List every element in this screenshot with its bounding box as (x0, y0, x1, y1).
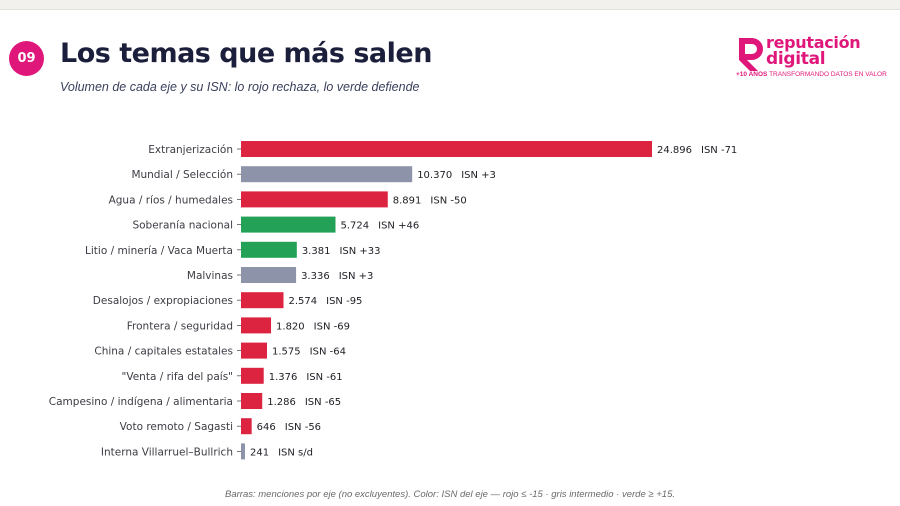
bar (241, 141, 652, 157)
bar (241, 292, 284, 309)
page-subtitle: Volumen de cada eje y su ISN: lo rojo re… (60, 80, 420, 94)
category-label: Voto remoto / Sagasti (120, 421, 233, 433)
category-label: "Venta / rifa del país" (122, 371, 233, 383)
value-label: 24.896 (657, 145, 692, 156)
isn-label: ISN -50 (430, 195, 466, 206)
isn-label: ISN -71 (701, 145, 737, 156)
category-label: Interna Villarruel–Bullrich (101, 446, 233, 458)
chart-footnote: Barras: menciones por eje (no excluyente… (225, 489, 675, 500)
isn-label: ISN -64 (310, 347, 346, 358)
category-label: China / capitales estatales (94, 346, 233, 358)
isn-label: ISN +33 (339, 246, 380, 257)
value-label: 646 (257, 422, 276, 433)
category-label: Malvinas (187, 270, 233, 282)
category-label: Mundial / Selección (131, 169, 233, 181)
section-number-badge: 09 (9, 41, 44, 76)
category-label: Extranjerización (148, 144, 233, 156)
category-label: Campesino / indígena / alimentaria (49, 396, 233, 408)
page-title: Los temas que más salen (60, 38, 432, 69)
value-label: 1.820 (276, 321, 305, 332)
isn-label: ISN +3 (461, 170, 496, 181)
isn-label: ISN -69 (314, 321, 350, 332)
bar (241, 241, 297, 258)
bar (241, 166, 413, 183)
category-label: Desalojos / expropiaciones (93, 295, 233, 307)
bar (241, 216, 336, 233)
value-label: 8.891 (393, 195, 422, 206)
category-label: Soberanía nacional (132, 220, 233, 232)
value-label: 1.286 (267, 397, 296, 408)
top-border (0, 0, 900, 10)
bar (241, 443, 245, 460)
category-label: Agua / ríos / humedales (109, 194, 233, 206)
value-label: 3.381 (302, 246, 331, 257)
logo-tag-rest: TRANSFORMANDO DATOS EN VALOR (767, 71, 887, 78)
isn-label: ISN s/d (278, 447, 313, 458)
isn-label: ISN +46 (378, 221, 419, 232)
isn-label: ISN -65 (305, 397, 341, 408)
isn-label: ISN -56 (285, 422, 321, 433)
isn-label: ISN +3 (339, 271, 374, 282)
value-label: 1.575 (272, 347, 301, 358)
bar (241, 342, 268, 359)
logo-mark-icon (738, 38, 763, 71)
value-label: 241 (250, 447, 269, 458)
category-label: Frontera / seguridad (127, 320, 233, 332)
value-label: 10.370 (417, 170, 452, 181)
bar (241, 317, 272, 334)
bar (241, 191, 388, 208)
logo-word-reputacion: reputación (766, 33, 861, 52)
bar (241, 418, 252, 435)
bar (241, 367, 264, 384)
isn-label: ISN -95 (326, 296, 362, 307)
isn-label: ISN -61 (306, 372, 342, 383)
logo-word-digital: digital (766, 49, 826, 69)
bar (241, 267, 297, 283)
brand-logo: reputación digital +10 AÑOS TRANSFORMAND… (736, 33, 887, 83)
value-label: 1.376 (269, 372, 298, 383)
topics-bar-chart: Extranjerización 24.896 ISN -71 Mundial / S… (49, 141, 737, 460)
logo-tag-bold: +10 AÑOS (736, 71, 768, 78)
category-label: Litio / minería / Vaca Muerta (85, 245, 233, 257)
value-label: 5.724 (340, 221, 369, 232)
bar (241, 393, 263, 409)
logo-tagline: +10 AÑOS TRANSFORMANDO DATOS EN VALOR (736, 71, 887, 78)
value-label: 3.336 (301, 271, 330, 282)
value-label: 2.574 (288, 296, 317, 307)
